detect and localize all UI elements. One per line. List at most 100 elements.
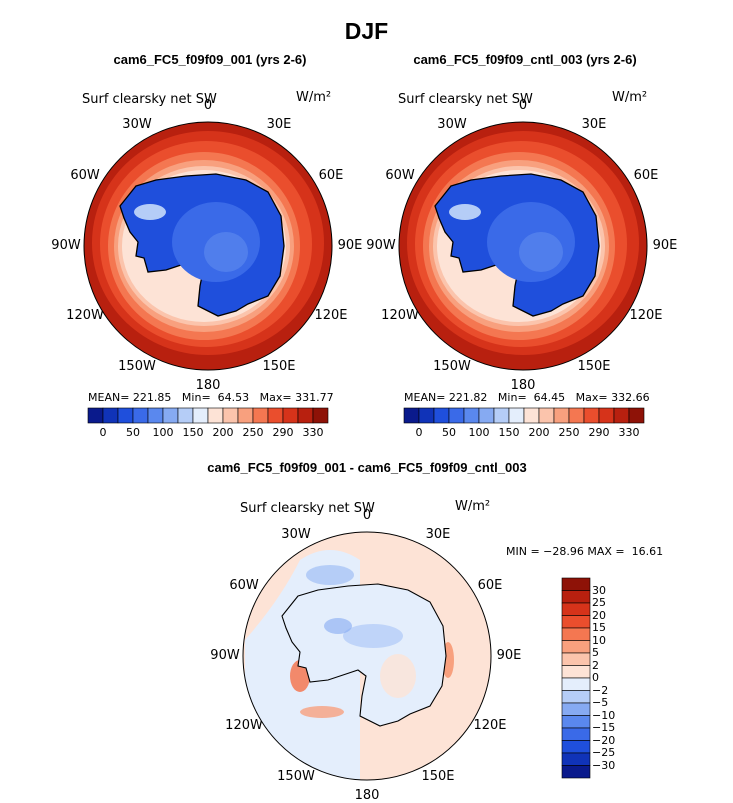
panel-2-lon-label: 90E	[652, 238, 678, 253]
panel-1-lon-label: 90W	[51, 238, 81, 253]
panel-3-colorbar-tick: 25	[592, 596, 606, 609]
panel-1-colorbar-box	[192, 407, 209, 424]
panel-2-lon-label: 180	[510, 377, 536, 393]
panel-1-title: cam6_FC5_f09f09_001 (yrs 2-6)	[113, 52, 307, 67]
panel-2-lon-label: 60W	[385, 168, 415, 184]
panel-2-colorbar-tick: 50	[442, 426, 456, 439]
panel-1-colorbar-tick: 200	[212, 426, 234, 439]
panel-2-colorbar-box	[553, 407, 570, 424]
panel-3-lon-label: 150W	[277, 769, 315, 785]
panel-3-lon-label: 60E	[477, 578, 503, 594]
panel-2-variable: Surf clearsky net SW	[398, 92, 533, 107]
panel-3-colorbar-box	[561, 602, 591, 616]
panel-3-colorbar-tick: −2	[592, 683, 609, 697]
panel-2-colorbar-box	[478, 407, 495, 424]
panel-1-colorbar-tick: 290	[272, 426, 294, 439]
panel-2-colorbar-box	[433, 407, 450, 424]
panel-1-lon-label: 60E	[318, 168, 344, 184]
panel-3-colorbar-box	[561, 690, 591, 704]
panel-1-lon-label: 0	[203, 98, 213, 114]
panel-3-colorbar-box	[561, 727, 591, 741]
panel-3-lon-label: 120E	[473, 717, 507, 733]
panel-3-units: W/m²	[455, 499, 491, 514]
panel-1-variable: Surf clearsky net SW	[82, 92, 217, 107]
panel-2-colorbar-tick: 250	[558, 426, 580, 439]
panel-2-lon-label: 120E	[629, 307, 663, 323]
panel-1-colorbar-box	[267, 407, 284, 424]
panel-1-lon-label: 120E	[314, 307, 348, 323]
panel-3-lon-label: 120W	[225, 717, 263, 733]
panel-3-stats: MIN = −28.96 MAX = 16.61	[506, 545, 664, 558]
panel-1-colorbar-box	[117, 407, 134, 424]
panel-3-colorbar-tick: −5	[592, 696, 609, 709]
panel-2-colorbar-box	[583, 407, 600, 424]
panel-2-colorbar-box	[493, 407, 510, 424]
panel-2-colorbar-box	[628, 407, 645, 424]
panel-1-colorbar-box	[207, 407, 224, 424]
panel-2-colorbar-box	[598, 407, 615, 424]
season-title: DJF	[344, 18, 389, 44]
panel-3-colorbar-tick: 10	[592, 633, 606, 647]
panel-3-lon-label: 150E	[421, 769, 455, 785]
panel-1-colorbar-box	[162, 407, 179, 424]
panel-1-colorbar-box	[252, 407, 269, 424]
panel-2-lon-label: 90W	[366, 238, 396, 253]
panel-1-colorbar-box	[282, 407, 299, 424]
panel-3-colorbar-tick: −20	[592, 733, 616, 747]
panel-2-lon-label: 30W	[437, 116, 467, 132]
panel-3-colorbar-box	[561, 702, 591, 716]
panel-2-lon-label: 150E	[577, 359, 611, 375]
panel-3-colorbar-tick: −15	[592, 721, 616, 734]
panel-2-colorbar-tick: 100	[468, 426, 490, 439]
panel-1-lon-label: 180	[195, 377, 221, 393]
panel-3-colorbar-box	[561, 627, 591, 641]
panel-3-colorbar-box	[561, 652, 591, 666]
panel-2-colorbar-box	[463, 407, 480, 424]
panel-2-colorbar-box	[523, 407, 540, 424]
panel-2-colorbar-box	[448, 407, 465, 424]
panel-2-colorbar-tick: 0	[415, 426, 423, 439]
panel-2-colorbar-box	[538, 407, 555, 424]
panel-3-colorbar-box	[561, 615, 591, 629]
panel-1-colorbar-tick: 0	[99, 426, 107, 439]
panel-1-lon-label: 30E	[266, 116, 292, 132]
panel-2-colorbar-box	[613, 407, 630, 424]
panel-3-variable: Surf clearsky net SW	[240, 501, 375, 516]
panel-2-units: W/m²	[612, 90, 648, 105]
panel-1-colorbar-box	[177, 407, 194, 424]
panel-1-colorbar-box	[312, 407, 329, 424]
panel-2-colorbar-tick: 290	[588, 426, 610, 439]
panel-3-colorbar-tick: −10	[592, 708, 616, 722]
panel-2-lon-label: 0	[518, 98, 528, 114]
panel-1-colorbar-tick: 150	[182, 426, 204, 439]
panel-3-lon-label: 90W	[210, 648, 240, 663]
panel-3-colorbar-tick: 5	[592, 646, 599, 659]
panel-2-title: cam6_FC5_f09f09_cntl_003 (yrs 2-6)	[413, 52, 637, 67]
panel-3-colorbar-box	[561, 665, 591, 679]
panel-1-colorbar-tick: 50	[126, 426, 140, 439]
panel-2-colorbar-tick: 200	[528, 426, 550, 439]
panel-1-colorbar-tick: 330	[302, 426, 324, 439]
panel-1-lon-label: 60W	[70, 168, 100, 184]
panel-2-colorbar-tick: 330	[618, 426, 640, 439]
panel-1-lon-label: 120W	[66, 307, 104, 323]
panel-2-colorbar-box	[418, 407, 435, 424]
panel-3-colorbar-box	[561, 590, 591, 604]
panel-1-colorbar-tick: 100	[152, 426, 174, 439]
panel-2-lon-label: 150W	[433, 359, 471, 375]
panel-2-colorbar-box	[508, 407, 525, 424]
panel-1-lon-label: 90E	[337, 238, 363, 253]
panel-3-colorbar-tick: 20	[592, 608, 606, 622]
panel-1-colorbar-tick: 250	[242, 426, 264, 439]
panel-1-units: W/m²	[296, 90, 332, 105]
panel-2-lon-label: 30E	[581, 116, 607, 132]
panel-3-lon-label: 0	[362, 508, 372, 524]
panel-3-colorbar-box	[561, 765, 591, 779]
panel-1-colorbar-box	[237, 407, 254, 424]
panel-1-lon-label: 150W	[118, 359, 156, 375]
panel-3-lon-label: 60W	[229, 578, 259, 594]
panel-3-colorbar-tick: −25	[592, 746, 616, 759]
panel-1-colorbar-box	[132, 407, 149, 424]
panel-3-lon-label: 90E	[496, 648, 522, 663]
